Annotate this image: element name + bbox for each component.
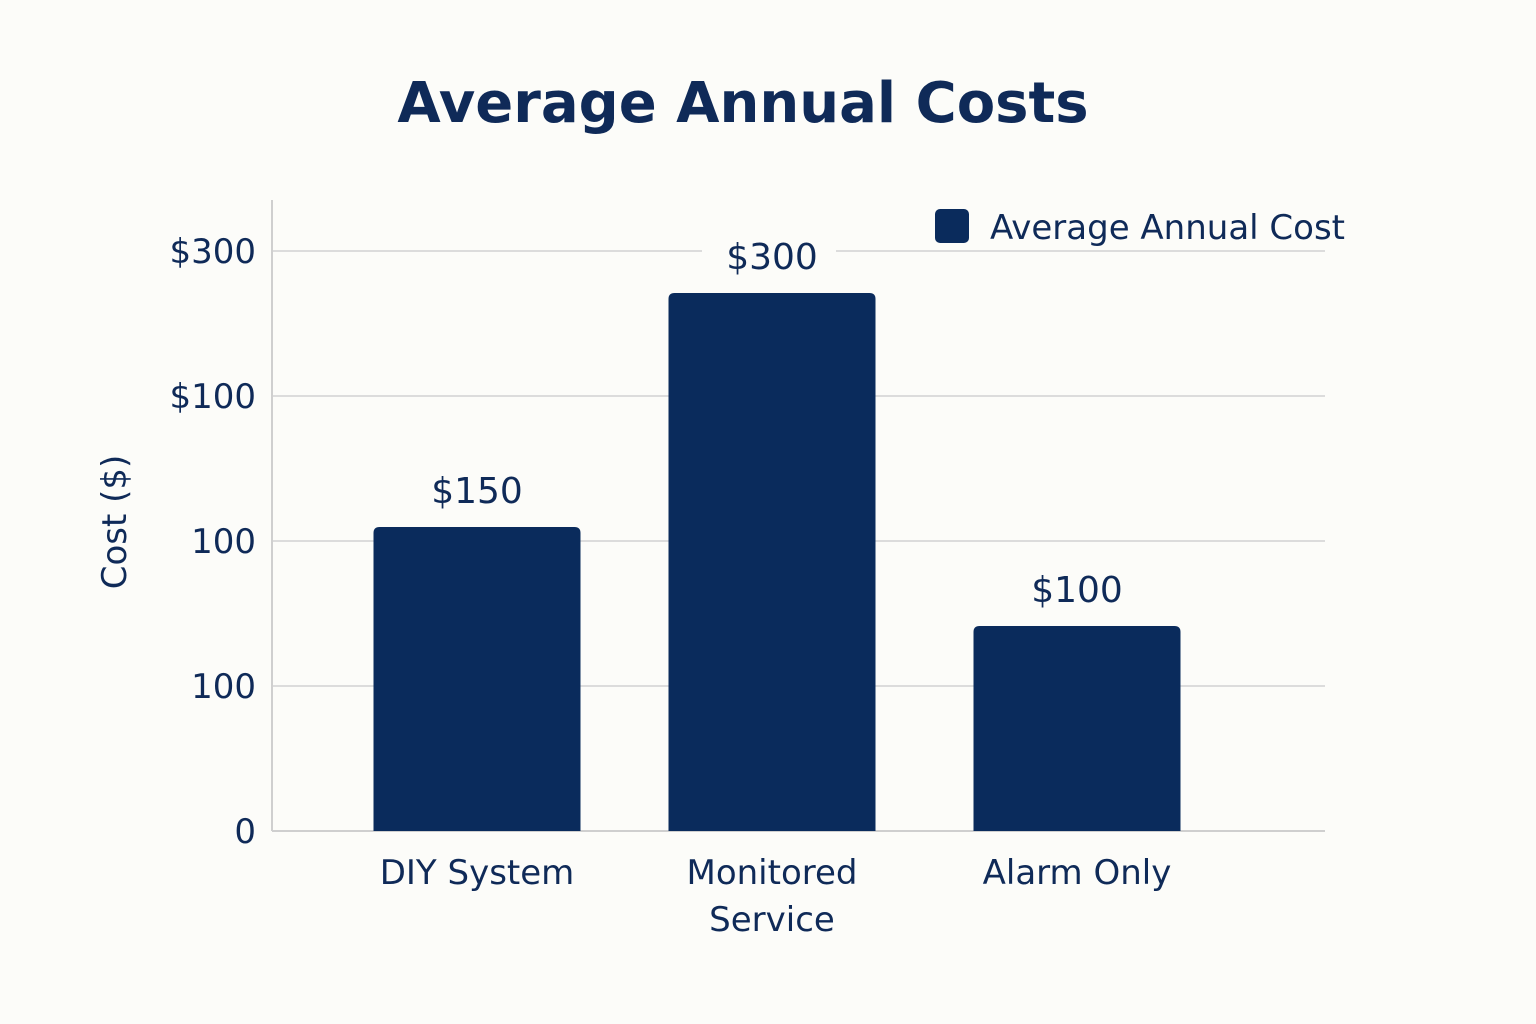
y-tick-label: 100 bbox=[191, 667, 256, 707]
legend-label: Average Annual Cost bbox=[990, 208, 1345, 248]
legend-swatch bbox=[935, 209, 969, 243]
data-label: $300 bbox=[726, 237, 818, 278]
data-labels: $150 $300 $100 bbox=[431, 237, 1123, 611]
x-tick-label: DIY System bbox=[380, 853, 575, 893]
y-tick-label: $100 bbox=[169, 377, 256, 417]
y-axis-ticks: 0 100 100 $100 $300 bbox=[169, 232, 256, 852]
bar bbox=[973, 626, 1181, 831]
bar bbox=[668, 293, 876, 831]
y-axis-label: Cost ($) bbox=[95, 455, 135, 590]
x-tick-label: Alarm Only bbox=[983, 853, 1172, 893]
data-label: $150 bbox=[431, 471, 523, 512]
bars bbox=[373, 222, 1181, 831]
x-axis-categories: DIY System Monitored Service Alarm Only bbox=[380, 853, 1172, 940]
y-tick-label: 100 bbox=[191, 522, 256, 562]
bar bbox=[373, 527, 581, 831]
y-tick-label: $300 bbox=[169, 232, 256, 272]
y-tick-label: 0 bbox=[234, 812, 256, 852]
label-backdrop bbox=[702, 222, 836, 280]
x-tick-label: Monitored Service bbox=[687, 853, 858, 940]
legend: Average Annual Cost bbox=[935, 208, 1345, 248]
data-label: $100 bbox=[1031, 570, 1123, 611]
chart-title: Average Annual Costs bbox=[397, 71, 1088, 136]
